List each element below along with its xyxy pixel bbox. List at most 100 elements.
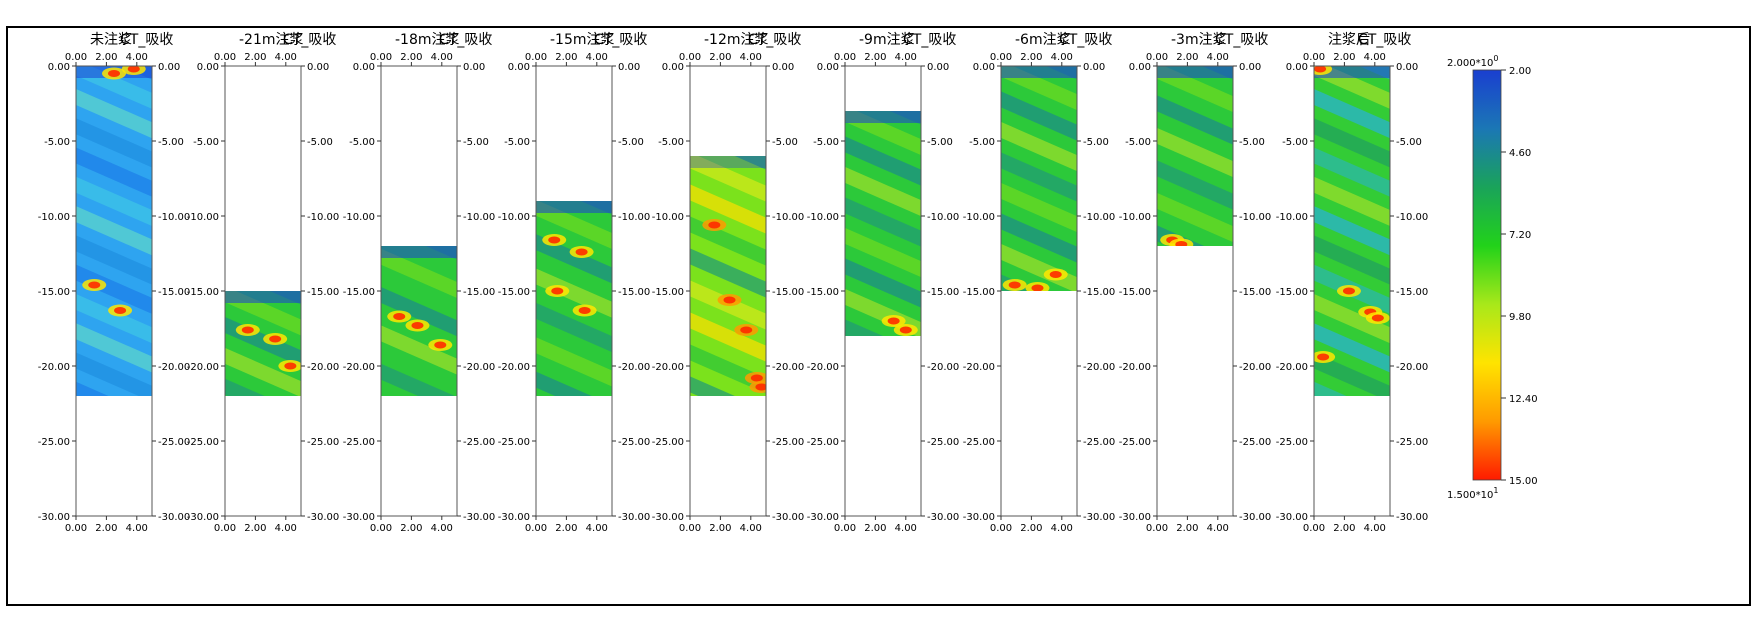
- y-tick-label-left: -15.00: [1276, 287, 1308, 298]
- field-band: [1314, 352, 1390, 396]
- y-tick-label-right: -25.00: [307, 437, 339, 448]
- panel-field: [381, 246, 457, 396]
- panel-title: -3m注浆: [1171, 32, 1227, 48]
- field-band: [1001, 152, 1077, 202]
- field-band: [215, 405, 311, 463]
- field-band: [1001, 91, 1077, 141]
- hotspot-core: [548, 236, 561, 244]
- x-tick-label-bottom: 4.00: [126, 523, 148, 534]
- y-tick-label-left: 0.00: [197, 62, 219, 73]
- y-tick-label-right: -25.00: [463, 437, 495, 448]
- y-tick-label-right: -20.00: [772, 362, 804, 373]
- x-tick-label-bottom: 2.00: [95, 523, 117, 534]
- field-top-strip: [1314, 66, 1390, 78]
- y-tick-label-left: -15.00: [963, 287, 995, 298]
- y-tick-label-right: -5.00: [1239, 137, 1265, 148]
- x-tick-label-bottom: 2.00: [1020, 523, 1042, 534]
- x-tick-label-bottom: 0.00: [214, 523, 236, 534]
- hotspot-core: [1314, 66, 1327, 73]
- field-band: [76, 206, 152, 256]
- y-tick-label-left: -20.00: [1119, 362, 1151, 373]
- y-tick-label-right: 0.00: [1396, 62, 1418, 73]
- hotspot-core: [411, 322, 424, 329]
- y-tick-label-left: -30.00: [38, 512, 70, 523]
- field-band: [1314, 118, 1390, 168]
- field-band: [1314, 147, 1390, 197]
- y-tick-label-left: -15.00: [1119, 287, 1151, 298]
- x-tick-label-top: 2.00: [555, 52, 577, 63]
- x-tick-label-bottom: 4.00: [1207, 523, 1229, 534]
- field-band: [76, 352, 152, 396]
- y-tick-label-right: -5.00: [158, 137, 184, 148]
- hotspot-core: [1317, 353, 1330, 361]
- y-tick-label-left: -30.00: [1119, 512, 1151, 523]
- panel-field: [526, 201, 622, 460]
- colorbar-scale: [1472, 69, 1502, 481]
- colorbar-max-label: 2.000*100: [1447, 54, 1498, 69]
- panel-title-suffix: CT_吸收: [1358, 32, 1411, 48]
- y-tick-label-right: -15.00: [1396, 287, 1428, 298]
- x-tick-label-top: 4.00: [275, 52, 297, 63]
- field-top-strip: [381, 246, 457, 258]
- y-tick-label-left: -10.00: [963, 212, 995, 223]
- y-tick-label-left: -10.00: [652, 212, 684, 223]
- panel-title: -12m注浆: [704, 32, 769, 48]
- y-tick-label-left: -25.00: [1119, 437, 1151, 448]
- y-tick-label-left: -25.00: [498, 437, 530, 448]
- x-tick-label-bottom: 0.00: [834, 523, 856, 534]
- y-tick-label-left: -15.00: [343, 287, 375, 298]
- field-band: [1147, 254, 1243, 312]
- hotspot-core: [740, 326, 753, 334]
- field-band: [1314, 323, 1390, 373]
- y-tick-label-left: -20.00: [807, 362, 839, 373]
- y-tick-label-right: -10.00: [158, 212, 190, 223]
- hotspot-core: [269, 335, 282, 343]
- y-tick-label-right: -30.00: [1239, 512, 1271, 523]
- field-band: [76, 176, 152, 227]
- y-tick-label-left: -30.00: [187, 512, 219, 523]
- field-band: [690, 312, 766, 362]
- x-tick-label-top: 2.00: [244, 52, 266, 63]
- field-top-strip: [1157, 66, 1233, 78]
- field-band: [1157, 160, 1233, 210]
- y-tick-label-left: -25.00: [1276, 437, 1308, 448]
- panel-title: -15m注浆: [550, 32, 615, 48]
- panel-title-suffix: CT_吸收: [594, 32, 647, 48]
- y-tick-label-left: -15.00: [187, 287, 219, 298]
- y-tick-label-left: -25.00: [807, 437, 839, 448]
- hotspot-core: [1371, 314, 1384, 322]
- y-tick-label-left: -25.00: [38, 437, 70, 448]
- hotspot-core: [108, 70, 120, 77]
- field-band: [225, 378, 265, 396]
- y-tick-label-right: -10.00: [307, 212, 339, 223]
- x-tick-label-top: 2.00: [1020, 52, 1042, 63]
- hotspot-core: [1175, 241, 1188, 246]
- y-tick-label-left: -30.00: [498, 512, 530, 523]
- x-tick-label-bottom: 2.00: [1176, 523, 1198, 534]
- y-tick-label-left: -5.00: [193, 137, 219, 148]
- x-tick-label-top: 2.00: [1333, 52, 1355, 63]
- field-band: [66, 407, 162, 465]
- field-band: [536, 268, 612, 318]
- field-band: [526, 402, 622, 460]
- field-band: [1157, 127, 1233, 178]
- x-tick-label-bottom: 2.00: [400, 523, 422, 534]
- hotspot-core: [1008, 281, 1021, 289]
- y-tick-label-left: -20.00: [652, 362, 684, 373]
- y-tick-label-left: -20.00: [1276, 362, 1308, 373]
- panel-title-suffix: CT_吸收: [1059, 32, 1112, 48]
- y-tick-label-right: -30.00: [618, 512, 650, 523]
- x-tick-label-top: 0.00: [370, 52, 392, 63]
- y-tick-label-left: 0.00: [1286, 62, 1308, 73]
- x-tick-label-top: 2.00: [400, 52, 422, 63]
- y-tick-label-left: -25.00: [652, 437, 684, 448]
- y-tick-label-left: 0.00: [508, 62, 530, 73]
- y-tick-label-right: -5.00: [618, 137, 644, 148]
- hotspot-core: [127, 66, 140, 73]
- y-tick-label-right: -20.00: [1396, 362, 1428, 373]
- y-tick-label-right: -5.00: [927, 137, 953, 148]
- field-band: [536, 234, 612, 284]
